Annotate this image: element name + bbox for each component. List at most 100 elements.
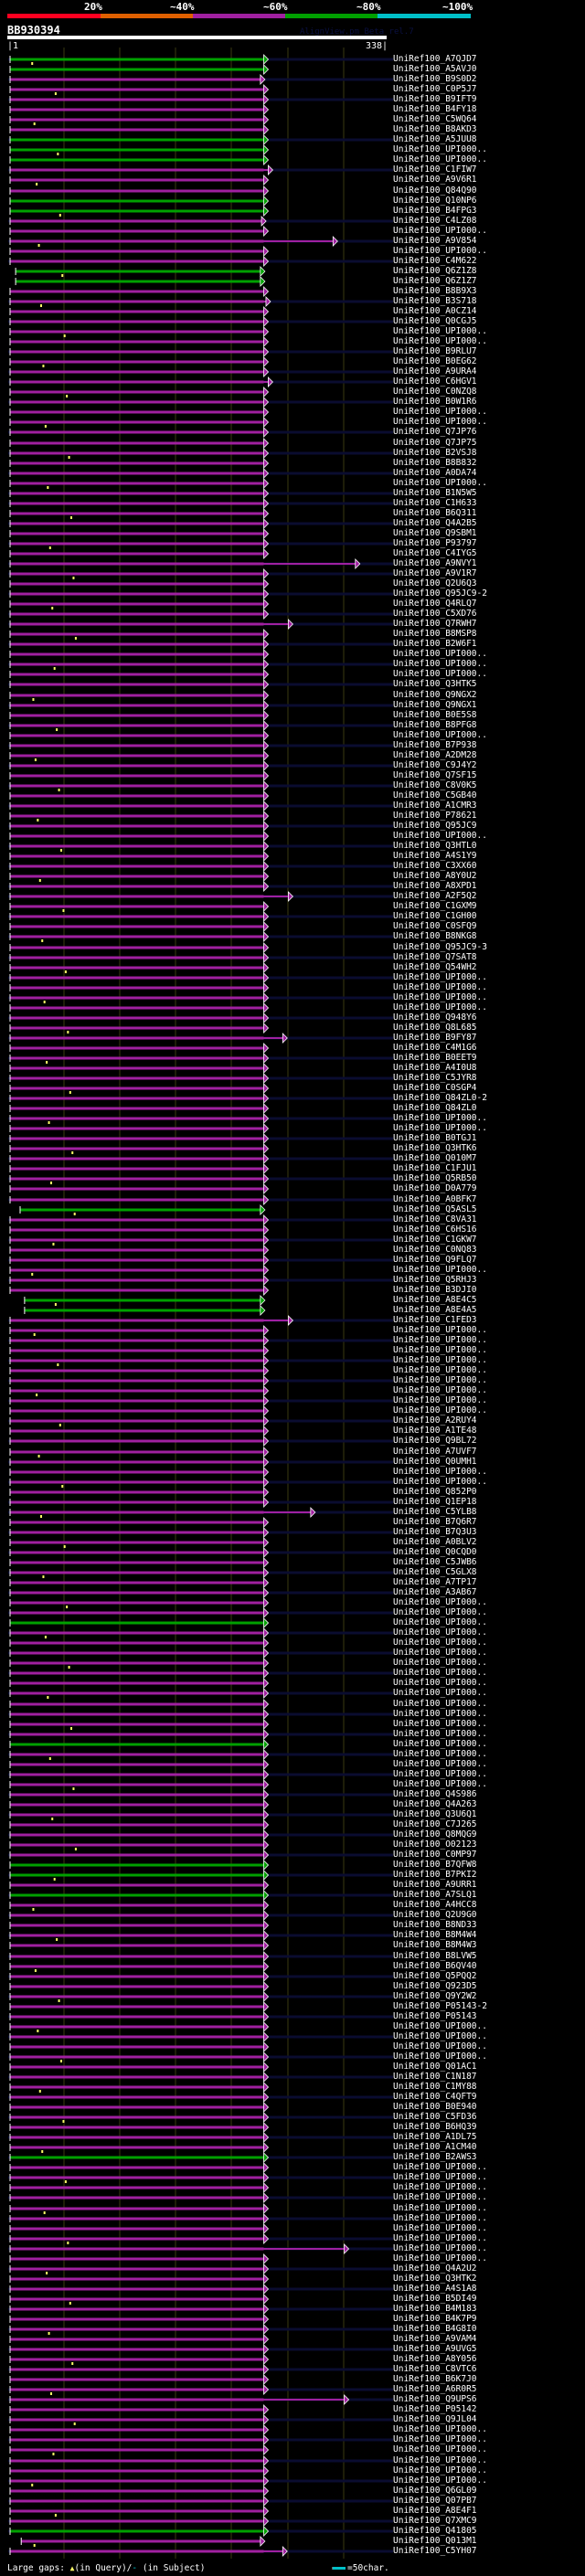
hit-label[interactable]: UniRef100_UPI000.. <box>393 1375 487 1385</box>
hit-label[interactable]: UniRef100_Q4A263 <box>393 1799 477 1809</box>
hit-label[interactable]: UniRef100_UPI000.. <box>393 1688 487 1698</box>
hit-label[interactable]: UniRef100_UPI000.. <box>393 1668 487 1678</box>
hit-label[interactable]: UniRef100_B8MSP8 <box>393 629 477 639</box>
hit-label[interactable]: UniRef100_C5FD36 <box>393 2112 477 2122</box>
hit-label[interactable]: UniRef100_C1GH00 <box>393 911 477 921</box>
hit-label[interactable]: UniRef100_C1MY88 <box>393 2082 477 2092</box>
hit-label[interactable]: UniRef100_C1GKW7 <box>393 1235 477 1245</box>
hit-label[interactable]: UniRef100_Q3U6Q1 <box>393 1809 477 1819</box>
hit-label[interactable]: UniRef100_UPI000.. <box>393 669 487 679</box>
hit-label[interactable]: UniRef100_C3XX60 <box>393 861 477 871</box>
hit-label[interactable]: UniRef100_B8PFG8 <box>393 720 477 730</box>
hit-label[interactable]: UniRef100_A7TP17 <box>393 1577 477 1587</box>
hit-label[interactable]: UniRef100_Q2U6Q3 <box>393 578 477 588</box>
hit-label[interactable]: UniRef100_UPI000.. <box>393 1769 487 1779</box>
hit-label[interactable]: UniRef100_A8Y0U2 <box>393 871 477 881</box>
hit-label[interactable]: UniRef100_C8VA31 <box>393 1214 477 1224</box>
hit-label[interactable]: UniRef100_C5JYR8 <box>393 1073 477 1083</box>
hit-label[interactable]: UniRef100_B8AKD3 <box>393 124 477 134</box>
hit-label[interactable]: UniRef100_UPI000.. <box>393 154 487 164</box>
hit-label[interactable]: UniRef100_Q95JC9-3 <box>393 942 487 952</box>
hit-label[interactable]: UniRef100_B7PKI2 <box>393 1870 477 1880</box>
hit-label[interactable]: UniRef100_UPI000.. <box>393 2253 487 2263</box>
hit-label[interactable]: UniRef100_Q9NGX1 <box>393 700 477 710</box>
hit-label[interactable]: UniRef100_O02123 <box>393 1839 477 1850</box>
hit-label[interactable]: UniRef100_UPI000.. <box>393 1638 487 1648</box>
hit-label[interactable]: UniRef100_A9URR1 <box>393 1880 477 1890</box>
hit-label[interactable]: UniRef100_Q07PB7 <box>393 2496 477 2506</box>
hit-label[interactable]: UniRef100_UPI000.. <box>393 2223 487 2233</box>
hit-label[interactable]: UniRef100_C8V0K5 <box>393 780 477 790</box>
hit-label[interactable]: UniRef100_UPI000.. <box>393 2051 487 2062</box>
hit-label[interactable]: UniRef100_UPI000.. <box>393 2192 487 2202</box>
hit-label[interactable]: UniRef100_A8E4F1 <box>393 2506 477 2516</box>
hit-label[interactable]: UniRef100_B4M183 <box>393 2304 477 2314</box>
hit-label[interactable]: UniRef100_C6HS16 <box>393 1224 477 1235</box>
hit-label[interactable]: UniRef100_C5WQ64 <box>393 114 477 124</box>
hit-label[interactable]: UniRef100_Q7XMC9 <box>393 2516 477 2526</box>
hit-label[interactable]: UniRef100_UPI000.. <box>393 336 487 346</box>
hit-label[interactable]: UniRef100_UPI000.. <box>393 1265 487 1275</box>
hit-label[interactable]: UniRef100_Q0CQD0 <box>393 1547 477 1557</box>
hit-label[interactable]: UniRef100_UPI000.. <box>393 1345 487 1355</box>
hit-label[interactable]: UniRef100_Q6Z1Z7 <box>393 276 477 286</box>
hit-label[interactable]: UniRef100_A5AVJ0 <box>393 64 477 74</box>
hit-label[interactable]: UniRef100_A9V854 <box>393 236 477 246</box>
hit-label[interactable]: UniRef100_Q852P0 <box>393 1487 477 1497</box>
hit-label[interactable]: UniRef100_C4M1G6 <box>393 1043 477 1053</box>
hit-label[interactable]: UniRef100_A1CM40 <box>393 2142 477 2152</box>
hit-label[interactable]: UniRef100_B8B832 <box>393 458 477 468</box>
hit-label[interactable]: UniRef100_B7P938 <box>393 740 477 750</box>
hit-label[interactable]: UniRef100_UPI000.. <box>393 1709 487 1719</box>
hit-label[interactable]: UniRef100_Q5PQQ2 <box>393 1971 477 1981</box>
hit-label[interactable]: UniRef100_UPI000.. <box>393 1395 487 1405</box>
hit-label[interactable]: UniRef100_Q3HTK2 <box>393 2274 477 2284</box>
hit-label[interactable]: UniRef100_A4I0U8 <box>393 1063 477 1073</box>
hit-label[interactable]: UniRef100_A9VAM4 <box>393 2334 477 2344</box>
hit-label[interactable]: UniRef100_Q9SBM1 <box>393 528 477 538</box>
hit-label[interactable]: UniRef100_A7SLQ1 <box>393 1890 477 1900</box>
hit-label[interactable]: UniRef100_B8NKG8 <box>393 931 477 941</box>
hit-label[interactable]: UniRef100_Q0CGJ5 <box>393 316 477 326</box>
hit-label[interactable]: UniRef100_C5GLX8 <box>393 1567 477 1577</box>
hit-label[interactable]: UniRef100_B2AWS3 <box>393 2152 477 2162</box>
hit-label[interactable]: UniRef100_Q9Y2W2 <box>393 1991 477 2001</box>
hit-label[interactable]: UniRef100_UPI000.. <box>393 1123 487 1133</box>
hit-label[interactable]: UniRef100_Q4A2B5 <box>393 518 477 528</box>
hit-label[interactable]: UniRef100_Q9BL72 <box>393 1436 477 1446</box>
hit-label[interactable]: UniRef100_B0W1R6 <box>393 397 477 407</box>
hit-label[interactable]: UniRef100_UPI000.. <box>393 2021 487 2031</box>
hit-label[interactable]: UniRef100_UPI000.. <box>393 992 487 1002</box>
hit-label[interactable]: UniRef100_Q9NGX2 <box>393 690 477 700</box>
hit-label[interactable]: UniRef100_P05142 <box>393 2404 477 2414</box>
hit-label[interactable]: UniRef100_A4HCC8 <box>393 1900 477 1910</box>
hit-label[interactable]: UniRef100_UPI000.. <box>393 2424 487 2434</box>
hit-label[interactable]: UniRef100_Q3HTK5 <box>393 679 477 689</box>
hit-label[interactable]: UniRef100_UPI000.. <box>393 2465 487 2475</box>
hit-label[interactable]: UniRef100_UPI000.. <box>393 2172 487 2182</box>
hit-label[interactable]: UniRef100_Q6Z1Z8 <box>393 266 477 276</box>
hit-label[interactable]: UniRef100_Q7JP75 <box>393 438 477 448</box>
hit-label[interactable]: UniRef100_C5YH07 <box>393 2546 477 2556</box>
hit-label[interactable]: UniRef100_C7J265 <box>393 1819 477 1829</box>
hit-label[interactable]: UniRef100_Q3HTL0 <box>393 841 477 851</box>
hit-label[interactable]: UniRef100_B4FY18 <box>393 104 477 114</box>
hit-label[interactable]: UniRef100_B8M4W4 <box>393 1930 477 1940</box>
hit-label[interactable]: UniRef100_Q948Y6 <box>393 1012 477 1023</box>
hit-label[interactable]: UniRef100_Q84ZL0-2 <box>393 1093 487 1103</box>
hit-label[interactable]: UniRef100_UPI000.. <box>393 1335 487 1345</box>
hit-label[interactable]: UniRef100_A0CZ14 <box>393 306 477 316</box>
hit-label[interactable]: UniRef100_B6Q311 <box>393 508 477 518</box>
hit-label[interactable]: UniRef100_B6K7J0 <box>393 2374 477 2384</box>
hit-label[interactable]: UniRef100_P93797 <box>393 538 477 548</box>
hit-label[interactable]: UniRef100_C5GB40 <box>393 790 477 800</box>
hit-label[interactable]: UniRef100_UPI000.. <box>393 1648 487 1658</box>
hit-label[interactable]: UniRef100_A1DL75 <box>393 2132 477 2142</box>
hit-label[interactable]: UniRef100_A0BFK7 <box>393 1194 477 1204</box>
hit-label[interactable]: UniRef100_B9FY87 <box>393 1033 477 1043</box>
hit-label[interactable]: UniRef100_UPI000.. <box>393 1113 487 1123</box>
hit-label[interactable]: UniRef100_UPI000.. <box>393 2444 487 2454</box>
hit-label[interactable]: UniRef100_A9URA4 <box>393 366 477 376</box>
hit-label[interactable]: UniRef100_B8B9X3 <box>393 286 477 296</box>
hit-label[interactable]: UniRef100_Q5RHJ3 <box>393 1275 477 1285</box>
